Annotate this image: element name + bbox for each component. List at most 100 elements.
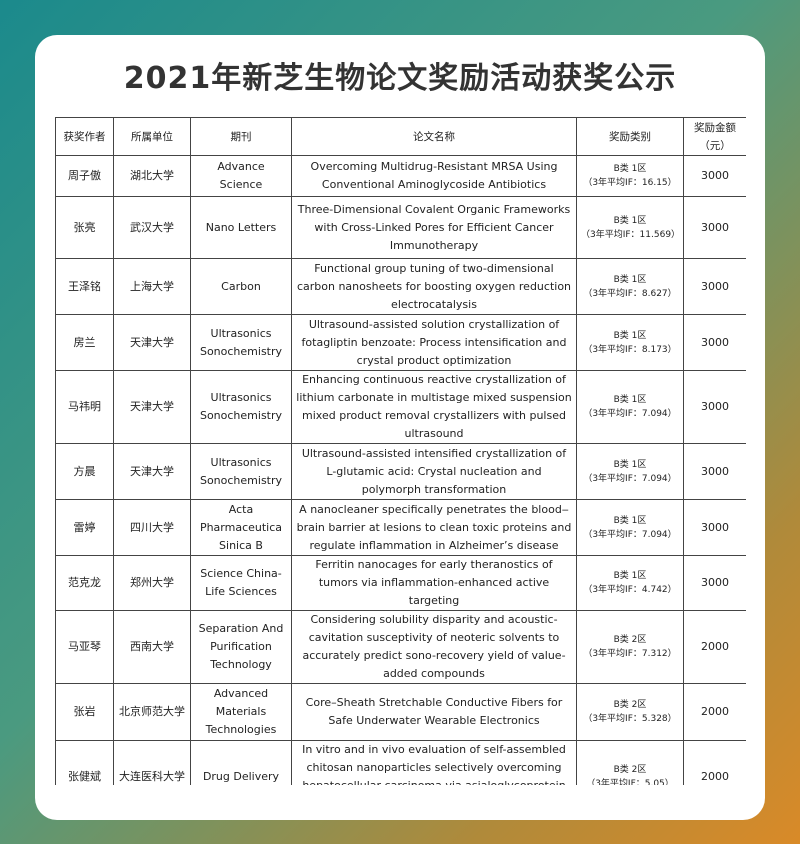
unit: 北京师范大学	[113, 683, 191, 741]
category: B类 2区	[613, 700, 647, 710]
category-cell: B类 1区 （3年平均IF：11.569）	[576, 196, 684, 259]
paper-title: Core–Sheath Stretchable Conductive Fiber…	[291, 683, 577, 741]
amount: 3000	[683, 499, 746, 556]
category: B类 1区	[613, 571, 647, 581]
journal: Advance Science	[190, 155, 292, 197]
table-row: 王泽铭 上海大学 Carbon Functional group tuning of …	[55, 258, 746, 315]
paper-title: Functional group tuning of two-dimension…	[291, 258, 577, 315]
author: 张亮	[55, 196, 114, 259]
paper-title: Ultrasound-assisted solution crystalliza…	[291, 314, 577, 371]
author: 张岩	[55, 683, 114, 741]
unit: 四川大学	[113, 499, 191, 556]
author: 周子傲	[55, 155, 114, 197]
category-cell: B类 1区 （3年平均IF：4.742）	[576, 555, 684, 611]
impact-note: （3年平均IF：5.05）	[586, 779, 674, 785]
title: 2021年新芝生物论文奖励活动获奖公示	[123, 61, 677, 96]
award-table: 获奖作者 所属单位 期刊 论文名称 奖励类别 奖励金额（元） 周子傲 湖北大学 Advance…	[55, 117, 746, 785]
unit: 天津大学	[113, 370, 191, 444]
category-cell: B类 1区 （3年平均IF：7.094）	[576, 370, 684, 444]
category-cell: B类 2区 （3年平均IF：7.312）	[576, 610, 684, 684]
column-header: 奖励类别	[576, 117, 684, 156]
category-cell: B类 1区 （3年平均IF：8.627）	[576, 258, 684, 315]
table-row: 张健斌 大连医科大学 Drug Delivery In vitro and in vi…	[55, 740, 746, 785]
amount: 2000	[683, 610, 746, 684]
unit: 上海大学	[113, 258, 191, 315]
unit: 天津大学	[113, 314, 191, 371]
category-cell: B类 2区 （3年平均IF：5.05）	[576, 740, 684, 785]
author: 方晨	[55, 443, 114, 500]
column-header: 获奖作者	[55, 117, 114, 156]
journal: Ultrasonics Sonochemistry	[190, 370, 292, 444]
impact-note: （3年平均IF：5.328）	[583, 714, 677, 724]
table-row: 马亚琴 西南大学 Separation And Purification Techn…	[55, 610, 746, 684]
author: 房兰	[55, 314, 114, 371]
journal: Advanced Materials Technologies	[190, 683, 292, 741]
category-cell: B类 2区 （3年平均IF：5.328）	[576, 683, 684, 741]
table-wrap: 获奖作者 所属单位 期刊 论文名称 奖励类别 奖励金额（元） 周子傲 湖北大学 Advance…	[55, 117, 746, 785]
journal: Ultrasonics Sonochemistry	[190, 314, 292, 371]
paper-title: Ferritin nanocages for early theranostic…	[291, 555, 577, 611]
column-header: 所属单位	[113, 117, 191, 156]
impact-note: （3年平均IF：7.312）	[583, 649, 677, 659]
amount: 3000	[683, 258, 746, 315]
impact-note: （3年平均IF：16.15）	[583, 178, 677, 188]
paper-title: Considering solubility disparity and aco…	[291, 610, 577, 684]
paper-title: Enhancing continuous reactive crystalliz…	[291, 370, 577, 444]
category-cell: B类 1区 （3年平均IF：8.173）	[576, 314, 684, 371]
paper-title: Ultrasound-assisted intensified crystall…	[291, 443, 577, 500]
author: 雷婷	[55, 499, 114, 556]
unit: 武汉大学	[113, 196, 191, 259]
impact-note: （3年平均IF：8.627）	[583, 288, 677, 299]
category: B类 1区	[613, 395, 647, 405]
table-row: 方晨 天津大学 Ultrasonics Sonochemistry Ultrasoun…	[55, 443, 746, 500]
author: 范克龙	[55, 555, 114, 611]
category: B类 2区	[613, 765, 647, 775]
journal: Nano Letters	[190, 196, 292, 259]
column-header: 奖励金额（元）	[683, 117, 746, 156]
category: B类 1区	[613, 274, 647, 285]
unit: 湖北大学	[113, 155, 191, 197]
journal: Ultrasonics Sonochemistry	[190, 443, 292, 500]
amount: 3000	[683, 155, 746, 197]
paper-title: A nanocleaner specifically penetrates th…	[291, 499, 577, 556]
column-header: 论文名称	[291, 117, 577, 156]
impact-note: （3年平均IF：11.569）	[581, 229, 681, 240]
journal: Separation And Purification Technology	[190, 610, 292, 684]
table-row: 房兰 天津大学 Ultrasonics Sonochemistry Ultrasoun…	[55, 314, 746, 371]
category: B类 1区	[613, 459, 647, 470]
category-cell: B类 1区 （3年平均IF：7.094）	[576, 443, 684, 500]
impact-note: （3年平均IF：7.094）	[583, 529, 677, 540]
author: 马亚琴	[55, 610, 114, 684]
table-row: 张岩 北京师范大学 Advanced Materials Technologies C…	[55, 683, 746, 741]
unit: 大连医科大学	[113, 740, 191, 785]
card: 2021年新芝生物论文奖励活动获奖公示 获奖作者 所属单位 期刊 论文名称 奖励类别 奖励…	[35, 35, 765, 820]
impact-note: （3年平均IF：8.173）	[583, 344, 677, 355]
amount: 3000	[683, 555, 746, 611]
category-cell: B类 1区 （3年平均IF：16.15）	[576, 155, 684, 197]
category: B类 1区	[613, 215, 647, 226]
category: B类 1区	[613, 164, 647, 174]
unit: 天津大学	[113, 443, 191, 500]
unit: 西南大学	[113, 610, 191, 684]
journal: Science China-Life Sciences	[190, 555, 292, 611]
amount: 2000	[683, 683, 746, 741]
paper-title: Three-Dimensional Covalent Organic Frame…	[291, 196, 577, 259]
journal: Carbon	[190, 258, 292, 315]
amount: 3000	[683, 196, 746, 259]
amount: 3000	[683, 370, 746, 444]
paper-title: Overcoming Multidrug-Resistant MRSA Usin…	[291, 155, 577, 197]
impact-note: （3年平均IF：7.094）	[583, 473, 677, 484]
journal: Drug Delivery	[190, 740, 292, 785]
table-row: 范克龙 郑州大学 Science China-Life Sciences Ferrit…	[55, 555, 746, 611]
author: 王泽铭	[55, 258, 114, 315]
author: 马祎明	[55, 370, 114, 444]
category: B类 1区	[613, 330, 647, 341]
journal: Acta Pharmaceutica Sinica B	[190, 499, 292, 556]
table-row: 周子傲 湖北大学 Advance Science Overcoming Multidr…	[55, 155, 746, 197]
author: 张健斌	[55, 740, 114, 785]
amount: 2000	[683, 740, 746, 785]
table-row: 马祎明 天津大学 Ultrasonics Sonochemistry Enhancin…	[55, 370, 746, 444]
category: B类 1区	[613, 515, 647, 526]
